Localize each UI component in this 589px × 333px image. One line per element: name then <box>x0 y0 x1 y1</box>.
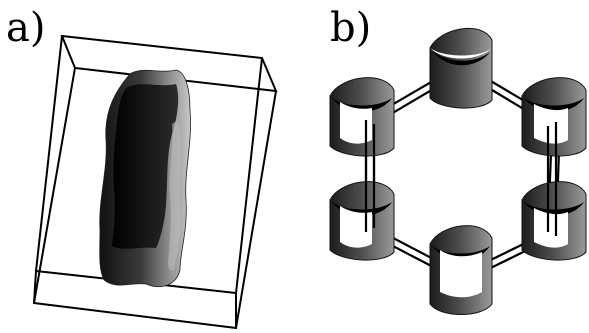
warped-tube <box>99 69 191 287</box>
panel-b-diagram <box>329 27 587 315</box>
ribbon-lower-left <box>329 181 395 261</box>
panel-a-diagram <box>32 34 278 330</box>
box-frame <box>32 34 278 330</box>
panel-b-label: b) <box>330 5 372 51</box>
ribbon-upper-right <box>521 77 587 157</box>
ribbon-lower-right <box>521 181 587 261</box>
hexagon-front-rods <box>364 120 558 236</box>
ribbon-top <box>429 27 493 109</box>
ribbon-upper-left <box>329 77 395 157</box>
ribbon-bottom <box>429 225 493 315</box>
panel-a-label: a) <box>6 5 46 51</box>
